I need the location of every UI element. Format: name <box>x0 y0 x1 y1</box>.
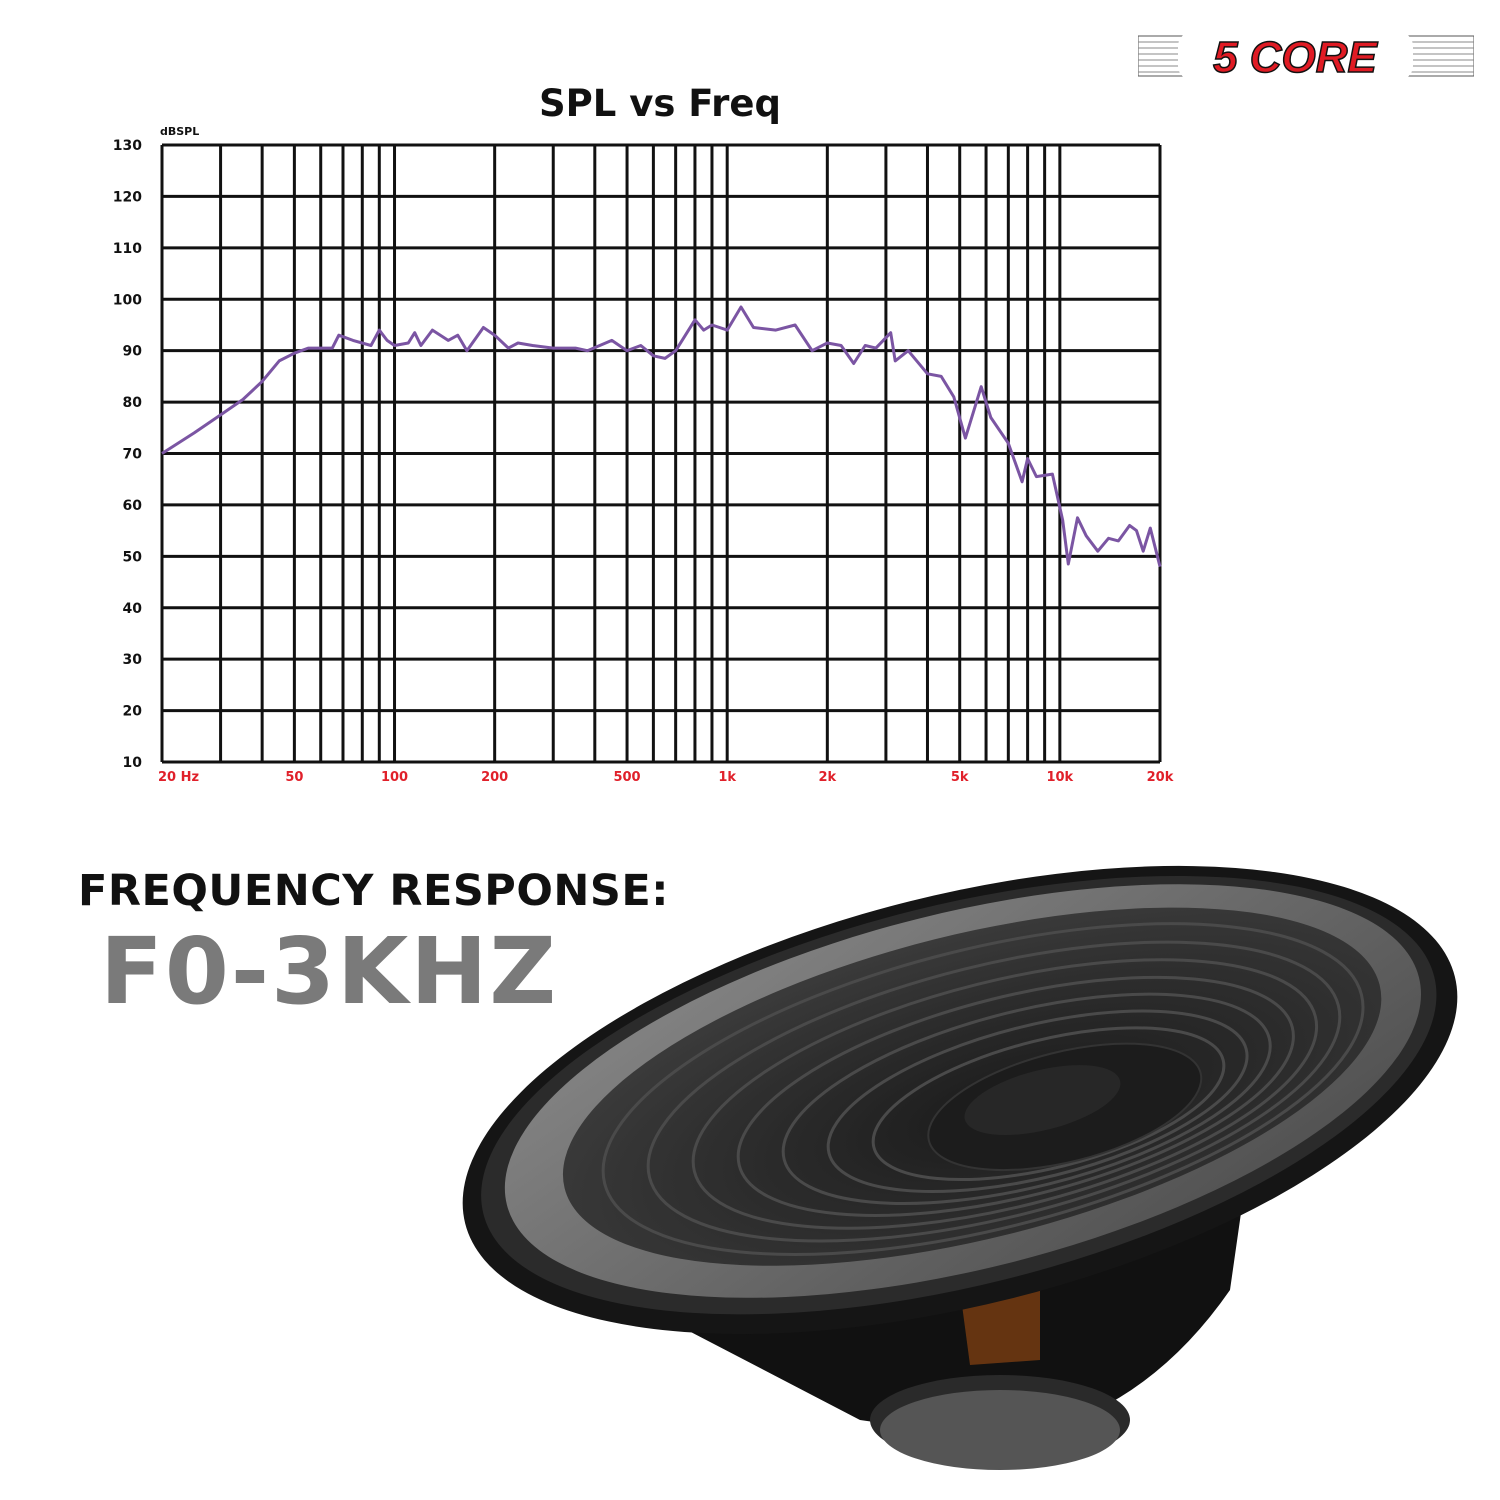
frequency-response-heading: FREQUENCY RESPONSE: <box>78 866 669 916</box>
x-tick-label: 20k <box>1147 770 1174 785</box>
x-tick-label: 100 <box>381 770 408 785</box>
y-tick-label: 110 <box>113 241 142 257</box>
y-tick-label: 120 <box>113 189 142 205</box>
y-tick-label: 130 <box>113 138 142 154</box>
svg-text:5 CORE: 5 CORE <box>1213 33 1378 82</box>
x-tick-label: 1k <box>718 770 736 785</box>
x-tick-labels: 20 Hz 50 100 200 500 1k 2k 5k 10k 20k <box>158 770 1174 785</box>
y-tick-label: 20 <box>123 704 143 720</box>
y-tick-labels: 130 120 110 100 90 80 70 60 50 40 30 20 10 <box>113 138 142 771</box>
x-tick-label: 500 <box>613 770 640 785</box>
brand-logo: 5 CORE <box>1138 32 1474 82</box>
spl-curve <box>161 305 1162 567</box>
x-tick-label: 2k <box>818 770 836 785</box>
y-tick-label: 10 <box>123 755 143 771</box>
frequency-response-value: F0-3KHZ <box>100 918 559 1025</box>
y-tick-label: 100 <box>113 292 142 308</box>
y-tick-label: 50 <box>123 549 143 565</box>
x-tick-label: 200 <box>481 770 508 785</box>
y-tick-label: 90 <box>123 344 143 360</box>
x-tick-label: 5k <box>951 770 969 785</box>
y-tick-label: 70 <box>123 447 143 463</box>
speaker-image <box>462 865 1458 1470</box>
y-tick-label: 30 <box>123 652 143 668</box>
x-tick-label: 50 <box>285 770 303 785</box>
x-tick-label: 10k <box>1046 770 1073 785</box>
y-tick-label: 80 <box>123 395 143 411</box>
y-axis-label: dBSPL <box>160 125 200 138</box>
spl-chart: 130 120 110 100 90 80 70 60 50 40 30 20 10 20 Hz 50 10… <box>113 138 1174 785</box>
x-tick-label: 20 Hz <box>158 770 199 785</box>
y-tick-label: 60 <box>123 498 143 514</box>
chart-grid <box>160 143 1162 764</box>
y-tick-label: 40 <box>123 601 143 617</box>
chart-title: SPL vs Freq <box>539 82 781 125</box>
